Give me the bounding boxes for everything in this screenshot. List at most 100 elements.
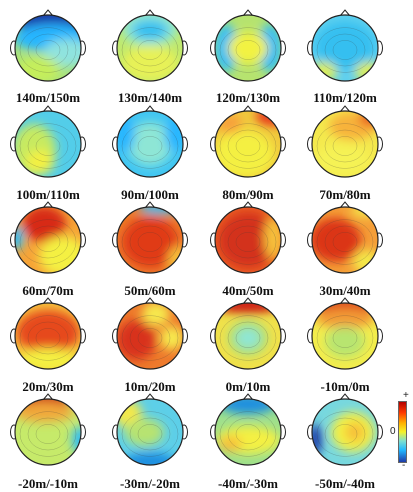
head-outline xyxy=(116,110,184,178)
contour-line xyxy=(27,321,69,355)
activation-region xyxy=(228,32,268,64)
scalp-map-14 xyxy=(110,296,190,376)
head-outline xyxy=(116,14,184,82)
head-outline xyxy=(116,302,184,370)
contour-line xyxy=(137,40,163,60)
activation-region xyxy=(315,22,375,70)
activation-region xyxy=(345,422,365,442)
contour-line xyxy=(137,424,163,444)
contour-line xyxy=(332,40,358,60)
scalp-map-13 xyxy=(8,296,88,376)
contour-line xyxy=(227,129,269,163)
activation-region xyxy=(236,328,260,348)
activation-region xyxy=(215,130,274,177)
contour-line xyxy=(137,328,163,348)
contour-line xyxy=(129,33,171,67)
contour-line xyxy=(129,417,171,451)
contour-line xyxy=(219,411,277,457)
map-label: -30m/-20m xyxy=(120,476,180,491)
map-label: 50m/60m xyxy=(124,283,176,298)
head-outline xyxy=(116,398,184,466)
contour-line xyxy=(35,136,61,156)
activation-region xyxy=(216,303,280,314)
activation-region xyxy=(312,218,361,262)
scalp-map-8 xyxy=(305,104,385,184)
head-outline xyxy=(14,302,82,370)
activation-region xyxy=(132,20,168,40)
contour-line xyxy=(227,321,269,355)
scalp-map-16 xyxy=(305,296,385,376)
activation-region xyxy=(124,452,176,465)
contour-line xyxy=(129,129,171,163)
scalp-map-17 xyxy=(8,392,88,472)
activation-region xyxy=(15,226,24,250)
scalp-map-19 xyxy=(208,392,288,472)
map-label: 60m/70m xyxy=(22,283,74,298)
contour-line xyxy=(121,411,179,457)
activation-region xyxy=(313,144,369,176)
contour-line xyxy=(35,232,61,252)
contour-line xyxy=(27,129,69,163)
map-label: 90m/100m xyxy=(121,187,179,202)
contour-line xyxy=(316,123,374,169)
contour-line xyxy=(316,315,374,361)
contour-line xyxy=(235,136,261,156)
activation-region xyxy=(218,436,242,452)
map-label: 70m/80m xyxy=(319,187,371,202)
map-label: 10m/20m xyxy=(124,379,176,394)
activation-region xyxy=(315,308,375,328)
scalp-map-10 xyxy=(110,200,190,280)
activation-region xyxy=(18,348,78,369)
contour-line xyxy=(324,321,366,355)
scalp-map-7 xyxy=(208,104,288,184)
scalp-map-5 xyxy=(8,104,88,184)
contour-line xyxy=(324,33,366,67)
activation-region xyxy=(220,399,276,414)
contour-line xyxy=(219,123,277,169)
scalp-map-18 xyxy=(110,392,190,472)
scalp-map-12 xyxy=(305,200,385,280)
contour-line xyxy=(19,123,77,169)
map-label: -50m/-40m xyxy=(315,476,375,491)
scalp-map-11 xyxy=(208,200,288,280)
contour-line xyxy=(19,411,77,457)
head-outline xyxy=(311,110,379,178)
contour-line xyxy=(121,315,179,361)
head-outline xyxy=(311,14,379,82)
contour-line xyxy=(137,136,163,156)
map-label: -40m/-30m xyxy=(218,476,278,491)
head-outline xyxy=(214,398,282,466)
contour-line xyxy=(235,40,261,60)
map-label: 40m/50m xyxy=(222,283,274,298)
contour-line xyxy=(35,424,61,444)
scalp-map-9 xyxy=(8,200,88,280)
color-scale-bar xyxy=(398,401,407,463)
map-label: 0m/10m xyxy=(225,379,271,394)
contour-line xyxy=(324,417,366,451)
contour-line xyxy=(332,136,358,156)
contour-line xyxy=(235,424,261,444)
colorbar-min-label: - xyxy=(402,460,406,471)
contour-line xyxy=(27,417,69,451)
colorbar-max-label: + xyxy=(403,390,409,401)
map-label: 130m/140m xyxy=(117,90,183,105)
map-label: -20m/-10m xyxy=(18,476,78,491)
activation-region xyxy=(15,402,74,422)
activation-region xyxy=(16,310,80,354)
contour-line xyxy=(19,27,77,73)
contour-line xyxy=(235,328,261,348)
contour-line xyxy=(332,424,358,444)
activation-region xyxy=(124,418,164,446)
contour-line xyxy=(227,417,269,451)
activation-region xyxy=(168,246,183,273)
contour-line xyxy=(35,40,61,60)
head-outline xyxy=(214,14,282,82)
head-outline xyxy=(214,110,282,178)
map-label: 80m/90m xyxy=(222,187,274,202)
contour-line xyxy=(137,232,163,252)
activation-region xyxy=(117,320,156,360)
contour-line xyxy=(19,219,77,265)
activation-region xyxy=(122,216,178,268)
activation-region xyxy=(122,45,178,81)
activation-region xyxy=(258,24,281,72)
